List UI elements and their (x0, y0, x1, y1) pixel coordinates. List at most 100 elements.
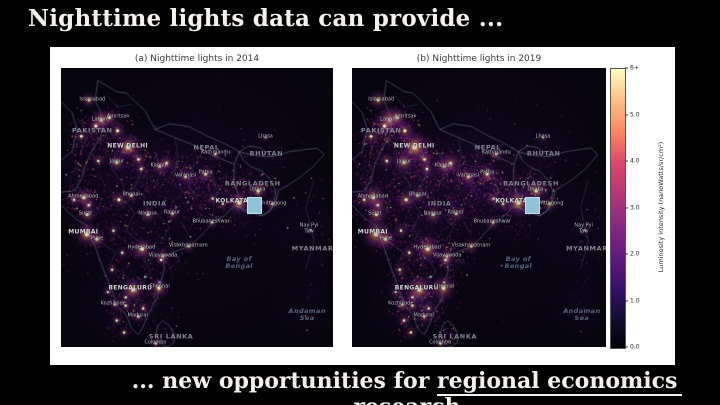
map-label: Dhaka (527, 186, 544, 193)
map-label: Surat (78, 210, 93, 217)
map-label: BHUTAN (249, 149, 284, 158)
map-label: NEPAL (474, 143, 501, 152)
map-label: Kathmandu (481, 149, 511, 156)
map-label: Nagpur (423, 209, 442, 216)
map-label: Islamabad (368, 96, 395, 103)
map-label: Ahmedabad (357, 193, 388, 200)
map-label: Nay Pyi Taw (299, 222, 319, 235)
map-labels-2014: PAKISTAN INDIA NEPAL BHUTAN BANGLADESH MYANMA… (61, 68, 333, 347)
figure-panel: (a) Nighttime lights in 2014 (b) Nightti… (50, 47, 675, 365)
map-label: Kanpur (435, 161, 453, 168)
map-label: Jaipur (109, 157, 124, 164)
colorbar-ticks: 0.0 1.0 2.0 3.0 4.0 5.0 6+ (625, 65, 659, 351)
nighttime-lights-map-2019 (352, 68, 606, 347)
map-label: NEPAL (193, 143, 220, 152)
map-label: Ahmedabad (68, 193, 99, 200)
map-label: PAKISTAN (71, 126, 113, 135)
map-label: Bhopal (408, 191, 427, 198)
colorbar-tick: 6+ (625, 65, 639, 72)
kolkata-water-highlight-2014 (246, 196, 263, 215)
map-label: Kathmandu (201, 149, 230, 156)
map-label: SRI LANKA (148, 332, 194, 341)
map-label: Raipur (163, 209, 181, 216)
map-label: KOLKATA (495, 197, 528, 205)
map-label: Dhaka (249, 186, 266, 193)
map-label: Kanpur (150, 161, 169, 168)
map-label: Andaman Sea (288, 306, 326, 322)
map-panel-2014: PAKISTAN INDIA NEPAL BHUTAN BANGLADESH MYANMA… (61, 68, 333, 347)
map-label: MUMBAI (68, 228, 99, 236)
colorbar-tick: 0.0 (625, 344, 640, 351)
map-label: Bhopal (122, 191, 140, 198)
map-label: MYANMAR (291, 244, 333, 253)
map-label: Surat (368, 210, 382, 217)
map-label: Islamabad (79, 96, 106, 103)
map-label: Pune (379, 235, 392, 242)
map-label: BANGLADESH (503, 179, 560, 188)
nighttime-lights-map-2014 (61, 68, 333, 347)
footer-suffix: research (353, 394, 460, 405)
map-label: NEW DELHI (107, 142, 148, 150)
map-panel-2019: PAKISTAN INDIA NEPAL BHUTAN BANGLADESH MYANMA… (352, 68, 606, 347)
colorbar-tick: 1.0 (625, 297, 640, 304)
footer-underlined-text: regional economics (436, 368, 683, 396)
map-label: Varanasi (457, 172, 480, 179)
map-title-2019: (b) Nighttime lights in 2019 (416, 54, 542, 64)
map-label: BHUTAN (526, 149, 561, 158)
map-label: Bhubaneshwar (473, 218, 511, 225)
map-label: Madurai (413, 312, 434, 319)
slide-title: Nighttime lights data can provide ... (28, 5, 504, 32)
map-label: Vijayawada (432, 252, 462, 259)
map-label: PAKISTAN (360, 126, 402, 135)
colorbar-tick: 2.0 (625, 251, 640, 258)
map-label: Bay of Bengal (504, 255, 533, 271)
colorbar-tick: 3.0 (625, 204, 640, 211)
map-label: Madurai (127, 312, 148, 319)
map-label: Bhubaneshwar (192, 218, 230, 225)
map-label: Amritsar (394, 113, 416, 120)
map-label: Amritsar (106, 113, 129, 120)
colorbar-axis-label: Luminosity intensity (nanoWatts/sr/cm²) (657, 141, 665, 273)
map-label: Andaman Sea (563, 306, 601, 322)
map-label: BENGALURU (394, 284, 439, 292)
map-label: Vijayawada (148, 252, 178, 259)
map-label: Kozhikode (100, 300, 126, 307)
map-label: INDIA (142, 199, 167, 208)
colorbar-tick: 5.0 (625, 111, 640, 118)
map-label: Nagpur (138, 209, 157, 216)
map-label: Pune (91, 235, 104, 242)
map-label: BANGLADESH (224, 179, 281, 188)
map-label: Lhasa (535, 132, 551, 139)
colorbar (610, 68, 626, 349)
map-label: Hyderabad (413, 244, 441, 251)
map-label: Chennai (433, 283, 455, 290)
map-title-2014: (a) Nighttime lights in 2014 (134, 54, 260, 64)
map-label: Nay Pyi Taw (574, 222, 593, 235)
map-label: Colombo (429, 339, 452, 346)
map-label: NEW DELHI (393, 142, 435, 150)
map-labels-2019: PAKISTAN INDIA NEPAL BHUTAN BANGLADESH MYANMA… (352, 68, 606, 347)
map-label: Chennai (149, 283, 170, 290)
map-label: Lahore (91, 116, 109, 123)
map-label: Chittagong (258, 199, 287, 206)
map-label: Kozhikode (388, 300, 414, 307)
slide-footer: ... new opportunities for regional econo… (96, 368, 718, 405)
kolkata-water-highlight-2019 (525, 196, 541, 215)
map-label: BENGALURU (108, 284, 153, 292)
map-label: Varanasi (174, 172, 197, 179)
colorbar-tick: 4.0 (625, 158, 640, 165)
map-label: Raipur (447, 209, 464, 216)
map-label: MUMBAI (357, 228, 388, 236)
map-label: Jaipur (396, 157, 412, 164)
map-label: Bay of Bengal (225, 255, 253, 271)
map-label: KOLKATA (215, 197, 249, 205)
map-label: Patna (198, 169, 213, 176)
map-label: Colombo (144, 339, 167, 346)
map-label: Patna (480, 169, 495, 176)
map-label: Visakhapatnam (168, 241, 208, 248)
map-label: Lhasa (258, 132, 273, 139)
map-label: INDIA (427, 199, 452, 208)
map-label: Lahore (380, 116, 398, 123)
map-label: MYANMAR (566, 244, 606, 253)
